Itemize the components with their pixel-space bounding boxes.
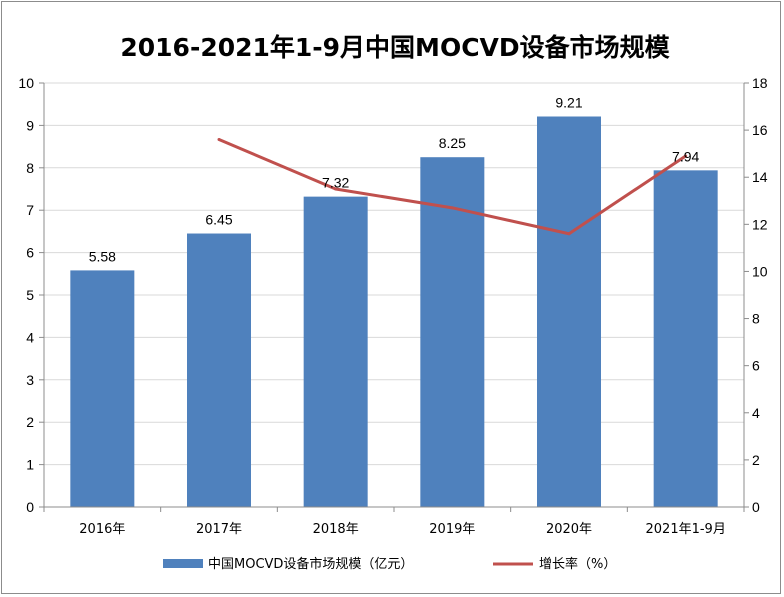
bar <box>653 170 718 507</box>
category-label: 2018年 <box>313 522 359 537</box>
growth-rate-point <box>217 138 221 142</box>
growth-rate-point <box>567 232 571 236</box>
bar-data-label: 5.58 <box>89 248 116 264</box>
legend-bar-label: 中国MOCVD设备市场规模（亿元） <box>208 556 413 572</box>
bar <box>537 116 601 507</box>
bars <box>70 116 718 507</box>
category-labels: 2016年 2017年 2018年 2019年 2020年 2021年1-9月 <box>79 522 726 537</box>
bar-data-label: 7.94 <box>672 148 699 164</box>
growth-line <box>217 138 688 236</box>
bar <box>303 196 368 507</box>
bar-data-label: 8.25 <box>439 135 466 151</box>
right-tick-label: 4 <box>752 405 760 421</box>
right-tick-label: 0 <box>752 499 760 515</box>
left-tick-label: 2 <box>26 414 34 430</box>
legend-line-label: 增长率（%） <box>539 556 616 572</box>
right-tick-label: 2 <box>752 452 760 468</box>
bar <box>70 270 135 507</box>
legend: 中国MOCVD设备市场规模（亿元） 增长率（%） <box>163 556 616 572</box>
data-labels: 5.58 6.45 7.32 8.25 9.21 7.94 <box>89 94 700 264</box>
left-tick-label: 7 <box>26 202 34 218</box>
category-label: 2016年 <box>79 522 125 537</box>
growth-rate-point <box>334 187 338 191</box>
category-label: 2019年 <box>429 522 475 537</box>
left-tick-label: 5 <box>26 287 34 303</box>
bar-data-label: 6.45 <box>205 212 232 228</box>
left-tick-label: 10 <box>18 75 34 91</box>
left-tick-label: 4 <box>26 329 34 345</box>
chart-title: 2016-2021年1-9月中国MOCVD设备市场规模 <box>120 33 670 62</box>
left-axis-ticks: 0 1 2 3 4 5 6 7 8 9 10 <box>18 75 44 515</box>
left-tick-label: 6 <box>26 245 34 261</box>
right-tick-label: 18 <box>752 75 768 91</box>
growth-rate-point <box>450 206 454 210</box>
bar <box>420 157 485 507</box>
right-axis-ticks: 0 2 4 6 8 10 12 14 16 18 <box>744 75 768 515</box>
axes <box>43 83 745 512</box>
left-tick-label: 8 <box>26 160 34 176</box>
category-label: 2021年1-9月 <box>646 522 726 537</box>
legend-bar-swatch <box>163 559 203 568</box>
right-tick-label: 10 <box>752 263 768 279</box>
gridlines <box>44 82 744 466</box>
left-tick-label: 3 <box>26 372 34 388</box>
left-tick-label: 0 <box>26 499 34 515</box>
growth-rate-point <box>684 154 688 158</box>
category-label: 2017年 <box>196 522 242 537</box>
right-tick-label: 6 <box>752 358 760 374</box>
right-tick-label: 12 <box>752 216 768 232</box>
category-label: 2020年 <box>546 522 592 537</box>
left-tick-label: 1 <box>26 457 34 473</box>
bar-data-label: 7.32 <box>322 175 349 191</box>
right-tick-label: 16 <box>752 122 768 138</box>
left-tick-label: 9 <box>26 117 34 133</box>
bar-data-label: 9.21 <box>555 94 582 110</box>
bar <box>187 233 251 507</box>
right-tick-label: 8 <box>752 311 760 327</box>
right-tick-label: 14 <box>752 169 768 185</box>
